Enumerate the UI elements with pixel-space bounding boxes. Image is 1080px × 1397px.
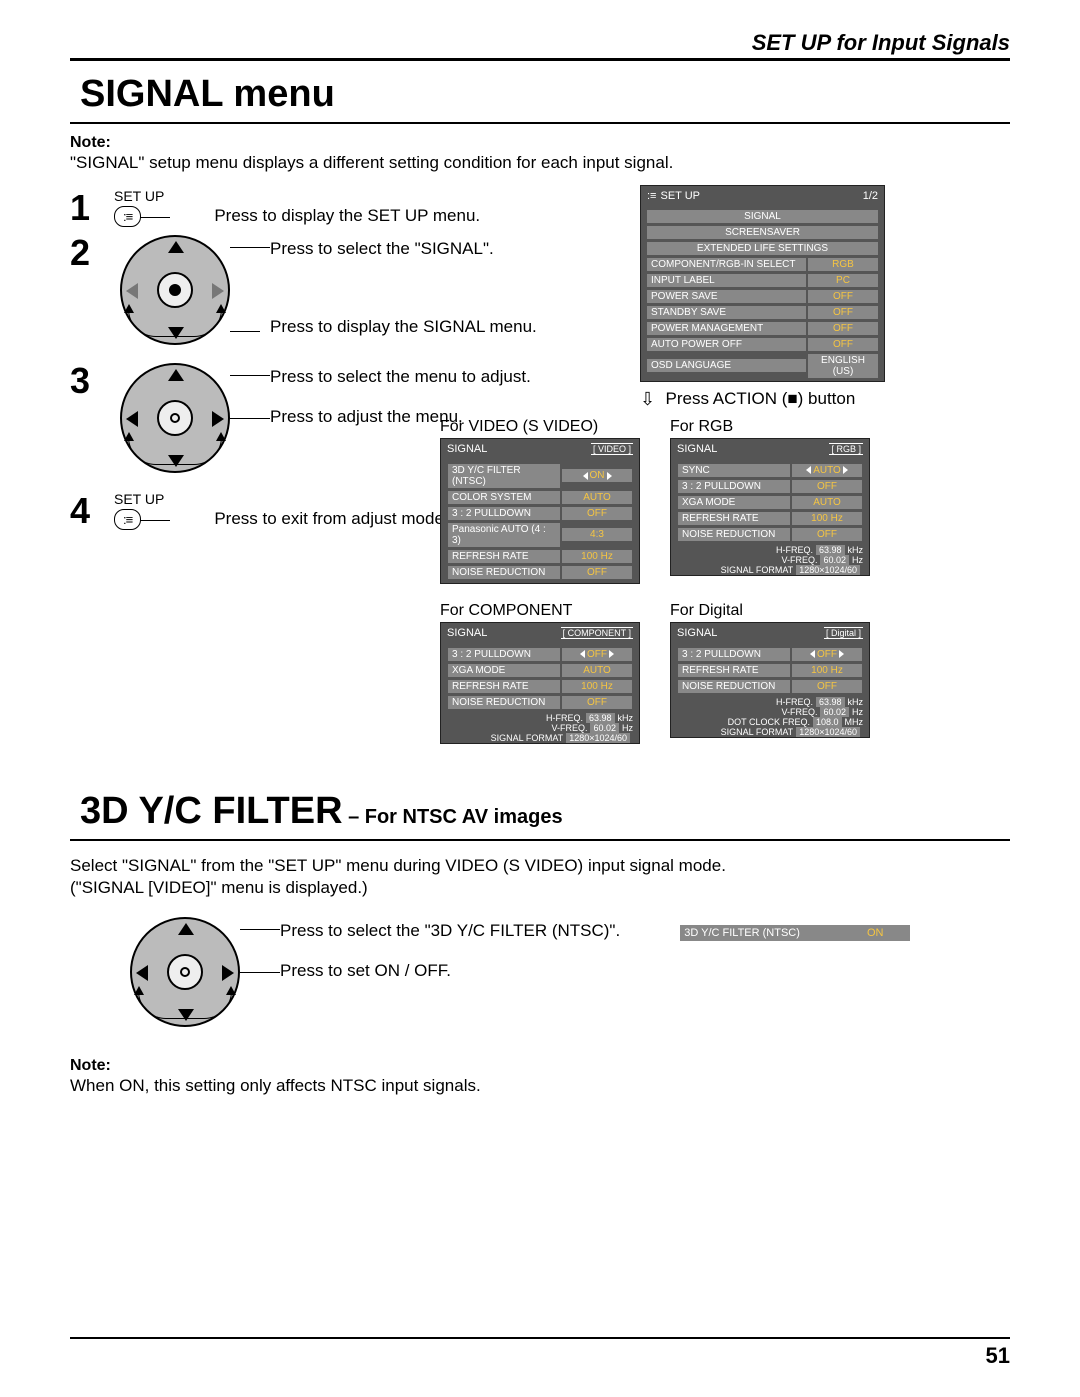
filter-note-label: Note:: [70, 1057, 1010, 1075]
signal-osd-row: XGA MODEAUTO: [444, 662, 636, 678]
setup-osd-row: COMPONENT/RGB-IN SELECTRGB: [643, 256, 882, 272]
signal-osd-row: NOISE REDUCTIONOFF: [444, 564, 636, 580]
signal-rgb-osd: SIGNAL[ RGB ]SYNCAUTO3 : 2 PULLDOWNOFFXG…: [670, 438, 870, 576]
signal-info-row: SIGNAL FORMAT1280×1024/60: [441, 733, 639, 743]
filter-line2: Press to set ON / OFF.: [280, 961, 620, 981]
press-action-text: Press ACTION (■) button: [666, 389, 856, 408]
note-label: Note:: [70, 134, 1010, 152]
digital-caption: For Digital: [670, 602, 880, 620]
signal-osd-row: 3D Y/C FILTER (NTSC)ON: [444, 462, 636, 489]
signal-info-row: DOT CLOCK FREQ.108.0MHz: [671, 717, 869, 727]
setup-osd-row: INPUT LABELPC: [643, 272, 882, 288]
menu-icon: :≡: [647, 190, 656, 202]
signal-osd-row: NOISE REDUCTIONOFF: [444, 694, 636, 710]
setup-osd-row: POWER SAVEOFF: [643, 288, 882, 304]
signal-osd-row: 3 : 2 PULLDOWNOFF: [674, 646, 866, 662]
nav-dial-icon: [120, 363, 230, 473]
signal-info-row: H-FREQ.63.98kHz: [671, 697, 869, 707]
filter-title-sub: – For NTSC AV images: [343, 806, 563, 828]
note-text: "SIGNAL" setup menu displays a different…: [70, 152, 1010, 174]
signal-osd-row: REFRESH RATE100 Hz: [444, 548, 636, 564]
setup-osd-row: EXTENDED LIFE SETTINGS: [643, 240, 882, 256]
signal-info-row: H-FREQ.63.98kHz: [671, 545, 869, 555]
setup-osd-title: SET UP: [660, 190, 700, 202]
signal-osd-row: SYNCAUTO: [674, 462, 866, 478]
setup-osd-row: SCREENSAVER: [643, 224, 882, 240]
signal-osd-row: REFRESH RATE100 Hz: [674, 510, 866, 526]
step-1-text: Press to display the SET UP menu.: [214, 206, 480, 226]
setup-osd-row: OSD LANGUAGEENGLISH (US): [643, 352, 882, 379]
down-arrow-icon: ⇩: [640, 389, 655, 410]
filter-intro1: Select "SIGNAL" from the "SET UP" menu d…: [70, 855, 1010, 877]
step-3-num: 3: [70, 363, 110, 399]
signal-osd-row: XGA MODEAUTO: [674, 494, 866, 510]
signal-component-osd: SIGNAL[ COMPONENT ]3 : 2 PULLDOWNOFFXGA …: [440, 622, 640, 744]
signal-info-row: H-FREQ.63.98kHz: [441, 713, 639, 723]
step-4-text: Press to exit from adjust mode.: [214, 509, 448, 529]
rgb-caption: For RGB: [670, 418, 880, 436]
signal-osd-row: COLOR SYSTEMAUTO: [444, 489, 636, 505]
signal-osd-row: 3 : 2 PULLDOWNOFF: [444, 505, 636, 521]
filter-note-text: When ON, this setting only affects NTSC …: [70, 1075, 1010, 1097]
setup-osd-page: 1/2: [863, 190, 878, 202]
signal-osd-row: NOISE REDUCTIONOFF: [674, 678, 866, 694]
setup-button-icon: :≡: [114, 509, 141, 530]
step-4-btn-label: SET UP: [114, 491, 164, 507]
step-2-num: 2: [70, 235, 110, 271]
section-header: SET UP for Input Signals: [70, 30, 1010, 61]
filter-osd-val: ON: [867, 927, 884, 939]
signal-info-row: V-FREQ.60.02Hz: [671, 707, 869, 717]
video-caption: For VIDEO (S VIDEO): [440, 418, 650, 436]
setup-osd-row: SIGNAL: [643, 208, 882, 224]
component-caption: For COMPONENT: [440, 602, 650, 620]
setup-button-icon: :≡: [114, 206, 141, 227]
setup-osd-row: AUTO POWER OFFOFF: [643, 336, 882, 352]
step-3-line1: Press to select the menu to adjust.: [270, 367, 531, 387]
setup-osd-row: POWER MANAGEMENTOFF: [643, 320, 882, 336]
setup-osd: :≡ SET UP 1/2 SIGNALSCREENSAVEREXTENDED L…: [640, 185, 885, 382]
page-title: SIGNAL menu: [70, 73, 1010, 124]
step-2-line2: Press to display the SIGNAL menu.: [270, 317, 537, 337]
filter-osd-row: 3D Y/C FILTER (NTSC) ON: [680, 925, 910, 941]
signal-osd-row: 3 : 2 PULLDOWNOFF: [674, 478, 866, 494]
step-2-line1: Press to select the "SIGNAL".: [270, 239, 537, 259]
signal-osd-row: Panasonic AUTO (4 : 3)4:3: [444, 521, 636, 548]
signal-info-row: SIGNAL FORMAT1280×1024/60: [671, 727, 869, 737]
filter-title: 3D Y/C FILTER – For NTSC AV images: [70, 790, 1010, 841]
setup-osd-rows: SIGNALSCREENSAVEREXTENDED LIFE SETTINGSC…: [641, 206, 884, 381]
filter-osd-label: 3D Y/C FILTER (NTSC): [680, 925, 840, 941]
signal-video-osd: SIGNAL[ VIDEO ]3D Y/C FILTER (NTSC)ONCOL…: [440, 438, 640, 584]
signal-osd-row: REFRESH RATE100 Hz: [444, 678, 636, 694]
setup-osd-row: STANDBY SAVEOFF: [643, 304, 882, 320]
nav-dial-icon: [120, 235, 230, 345]
step-4-num: 4: [70, 493, 110, 529]
nav-dial-icon: [130, 917, 240, 1027]
signal-info-row: SIGNAL FORMAT1280×1024/60: [671, 565, 869, 575]
signal-osd-row: NOISE REDUCTIONOFF: [674, 526, 866, 542]
step-1-btn-label: SET UP: [114, 188, 164, 204]
filter-title-main: 3D Y/C FILTER: [80, 790, 343, 832]
page-footer: 51: [70, 1337, 1010, 1369]
signal-info-row: V-FREQ.60.02Hz: [441, 723, 639, 733]
signal-osd-row: 3 : 2 PULLDOWNOFF: [444, 646, 636, 662]
filter-intro2: ("SIGNAL [VIDEO]" menu is displayed.): [70, 877, 1010, 899]
signal-osd-row: REFRESH RATE100 Hz: [674, 662, 866, 678]
page-number: 51: [986, 1343, 1010, 1368]
signal-info-row: V-FREQ.60.02Hz: [671, 555, 869, 565]
filter-line1: Press to select the "3D Y/C FILTER (NTSC…: [280, 921, 620, 941]
step-1-num: 1: [70, 190, 110, 226]
signal-digital-osd: SIGNAL[ Digital ]3 : 2 PULLDOWNOFFREFRES…: [670, 622, 870, 738]
